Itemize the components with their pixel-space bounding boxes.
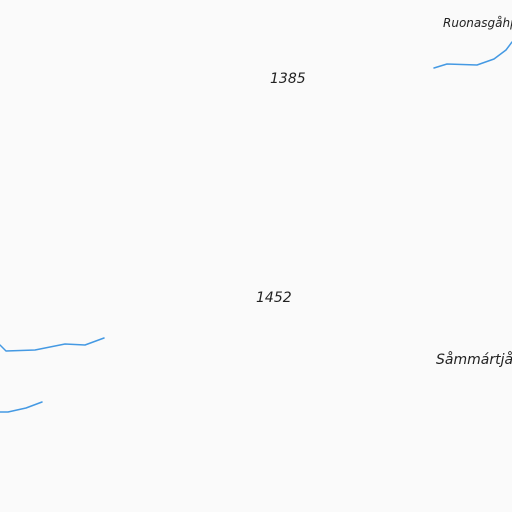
place-label-ruonasgahpp: Ruonasgåhpp: [443, 16, 512, 30]
place-label-sammartjah: Såmmártjåh: [436, 352, 512, 368]
elevation-label-1385: 1385: [270, 71, 306, 87]
stream-west-lower: [0, 401, 43, 413]
elevation-label-1452: 1452: [256, 290, 292, 306]
stream-west-upper: [0, 337, 105, 352]
stream-ruonasgahpp: [433, 41, 512, 69]
